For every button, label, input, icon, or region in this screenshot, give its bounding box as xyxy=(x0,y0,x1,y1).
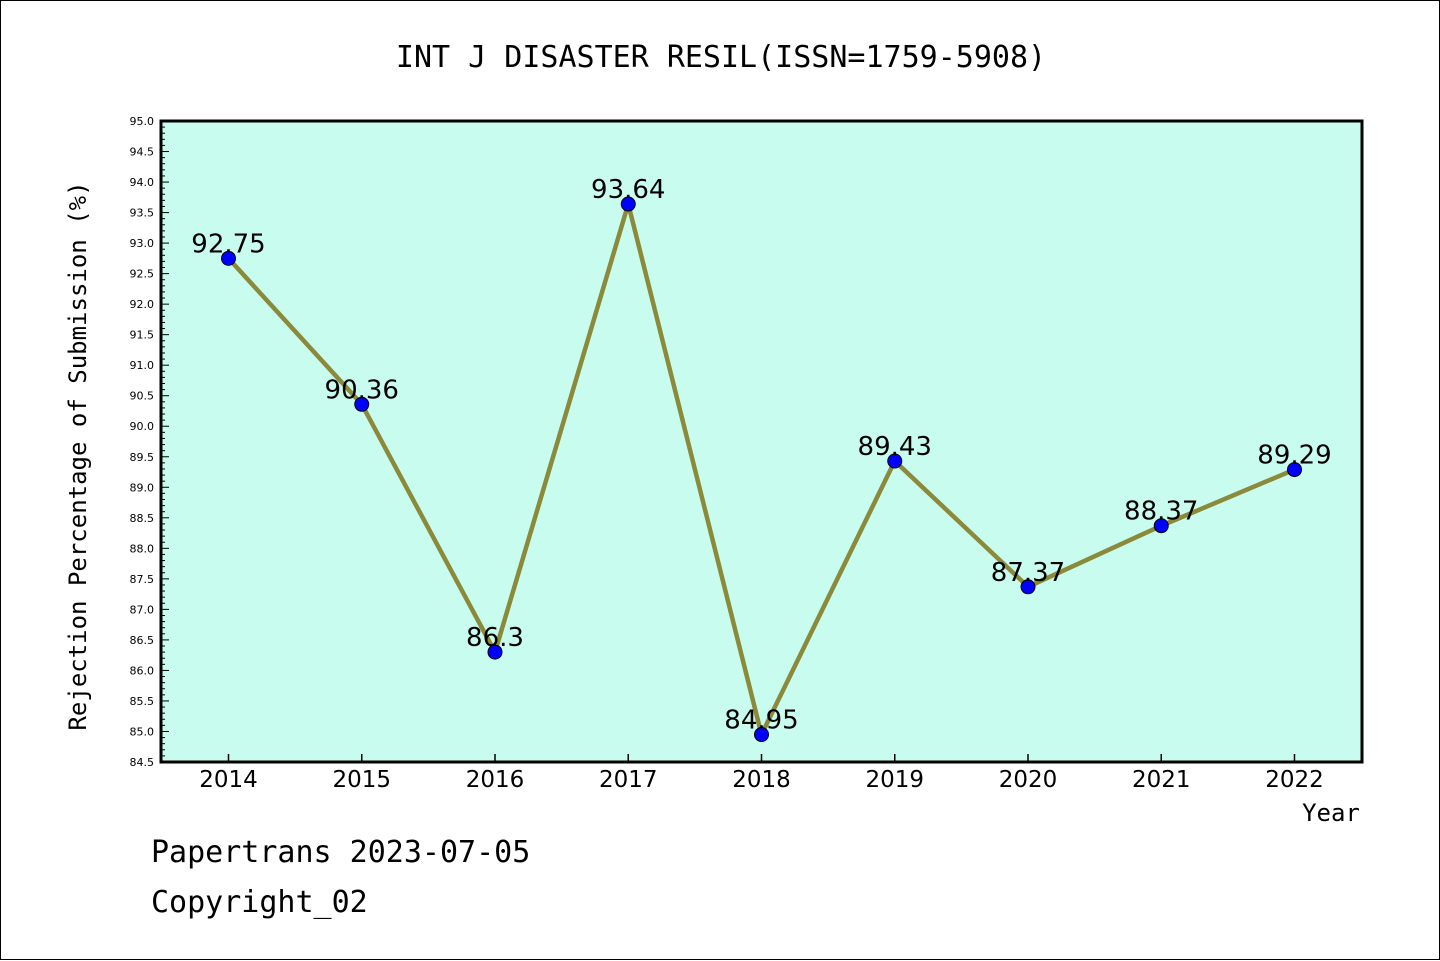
data-label: 93.64 xyxy=(591,175,665,205)
data-label: 88.37 xyxy=(1124,497,1198,527)
x-axis: 2014 2015 2016 2017 2018 2019 2020 2021 2022 xyxy=(199,754,1324,793)
y-tick-label: 92.0 xyxy=(130,298,155,311)
y-tick-label: 85.5 xyxy=(130,695,155,708)
y-tick-label: 91.0 xyxy=(130,359,155,372)
chart-title: INT J DISASTER RESIL(ISSN=1759-5908) xyxy=(396,40,1046,75)
y-tick-label: 95.0 xyxy=(130,115,155,128)
data-point xyxy=(754,727,769,743)
x-axis-label: Year xyxy=(1302,799,1360,827)
x-tick-label: 2015 xyxy=(332,767,391,793)
x-tick-label: 2018 xyxy=(732,767,791,793)
x-tick-label: 2022 xyxy=(1265,767,1324,793)
y-tick-label: 90.0 xyxy=(130,420,155,433)
x-tick-label: 2021 xyxy=(1132,767,1191,793)
data-point xyxy=(221,250,236,266)
y-axis: 84.5 85.0 85.5 86.0 86.5 87.0 87.5 88.0 88.5 89.0… xyxy=(130,115,169,769)
y-tick-label: 88.0 xyxy=(130,542,155,555)
y-tick-label: 85.0 xyxy=(130,725,155,738)
footer-copyright-line: Copyright_02 xyxy=(151,885,368,920)
x-tick-label: 2016 xyxy=(466,767,525,793)
plot-area xyxy=(159,119,1364,764)
y-tick-label: 92.5 xyxy=(130,268,155,281)
y-tick-label: 89.0 xyxy=(130,481,155,494)
y-tick-label: 87.0 xyxy=(130,603,155,616)
data-point xyxy=(887,453,903,469)
x-tick-label: 2017 xyxy=(599,767,658,793)
data-point xyxy=(1153,518,1169,534)
y-tick-label: 93.5 xyxy=(130,207,155,220)
y-tick-label: 94.5 xyxy=(130,146,155,159)
y-tick-label: 93.0 xyxy=(130,237,155,250)
x-tick-label: 2014 xyxy=(199,767,258,793)
y-tick-label: 84.5 xyxy=(130,756,155,769)
data-label: 89.29 xyxy=(1257,441,1331,471)
data-label: 87.37 xyxy=(991,558,1065,588)
y-tick-label: 90.5 xyxy=(130,390,155,403)
y-axis-label: Rejection Percentage of Submission (%) xyxy=(64,181,92,730)
data-label: 86.3 xyxy=(466,623,524,653)
y-tick-label: 87.5 xyxy=(130,573,155,586)
y-tick-label: 86.5 xyxy=(130,634,155,647)
data-point xyxy=(1287,462,1302,478)
x-tick-label: 2020 xyxy=(999,767,1058,793)
series-layer: 92.75 90.36 86.3 93.64 84.95 89.43 87.37 88.37 8… xyxy=(191,175,1332,743)
data-label: 92.75 xyxy=(191,229,265,259)
y-tick-label: 94.0 xyxy=(130,176,155,189)
data-point xyxy=(620,196,636,212)
data-label: 84.95 xyxy=(724,706,798,736)
x-tick-label: 2019 xyxy=(865,767,924,793)
y-tick-label: 86.0 xyxy=(130,664,155,677)
data-label: 89.43 xyxy=(858,432,932,462)
data-point xyxy=(1020,579,1036,595)
footer-date-line: Papertrans 2023-07-05 xyxy=(151,835,531,870)
data-point xyxy=(354,396,370,412)
data-point xyxy=(487,644,503,660)
y-tick-label: 88.5 xyxy=(130,512,155,525)
y-tick-label: 89.5 xyxy=(130,451,155,464)
data-label: 90.36 xyxy=(325,375,399,405)
y-tick-label: 91.5 xyxy=(130,329,155,342)
